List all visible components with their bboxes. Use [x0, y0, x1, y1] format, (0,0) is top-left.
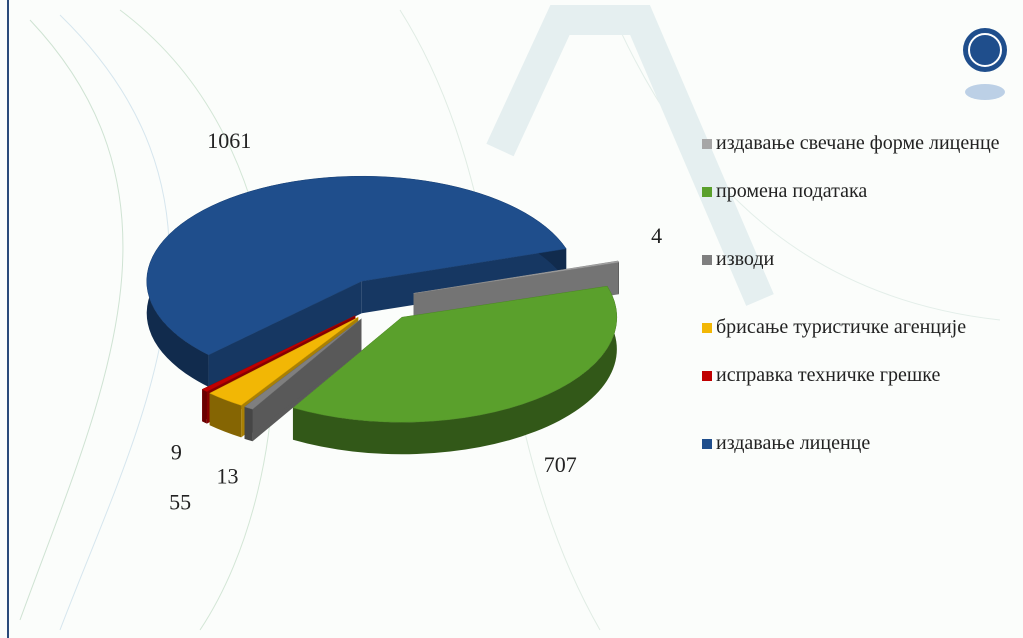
data-label: 55: [169, 489, 191, 514]
pie-slice: [146, 175, 567, 356]
legend-swatch: [702, 254, 712, 265]
legend-swatch: [702, 438, 712, 449]
slice-cut-face: [208, 281, 362, 387]
legend-swatch: [702, 187, 712, 198]
slice: [292, 285, 618, 455]
legend-item: изводи: [700, 246, 1010, 272]
slice-side: [292, 286, 617, 455]
pie-slice: [243, 318, 362, 410]
pie-slice: [413, 260, 620, 294]
pie-slice: [292, 285, 618, 423]
slice-cut-face: [244, 318, 362, 439]
data-label: 1061: [207, 128, 251, 153]
legend-item: исправка техничке грешке: [700, 362, 1010, 388]
legend-label: изводи: [716, 247, 775, 270]
slice: [146, 175, 567, 387]
legend-label: исправка техничке грешке: [716, 363, 941, 386]
data-label: 13: [217, 463, 239, 488]
slice-cut-face: [361, 248, 567, 314]
legend-item: издавање лиценце: [700, 430, 1010, 456]
legend-item: издавање свечане форме лиценце: [700, 130, 1010, 156]
legend-label: брисање туристичке агенције: [716, 315, 967, 338]
legend-item: промена података: [700, 178, 1010, 204]
legend-swatch: [702, 139, 712, 149]
legend-label: издавање лиценце: [716, 431, 871, 454]
legend-label: издавање свечане форме лиценце: [716, 132, 1000, 154]
slice-side: [202, 389, 207, 424]
slice-side: [618, 260, 619, 295]
legend-item: брисање туристичке агенције: [700, 314, 1010, 340]
data-label: 4: [651, 223, 662, 248]
slice-side: [244, 406, 253, 442]
slice-side: [146, 176, 567, 387]
legend: издавање свечане форме лиценце промена по…: [700, 130, 1010, 456]
logo: [963, 28, 1007, 100]
legend-swatch: [702, 322, 712, 333]
pie-slice: [209, 317, 359, 406]
slice: [243, 318, 362, 442]
data-label: 707: [544, 452, 577, 477]
pie-slice: [201, 315, 356, 392]
data-label: 9: [171, 440, 182, 465]
legend-label: промена података: [716, 180, 868, 203]
legend-swatch: [702, 370, 712, 381]
slice-side: [209, 393, 242, 438]
